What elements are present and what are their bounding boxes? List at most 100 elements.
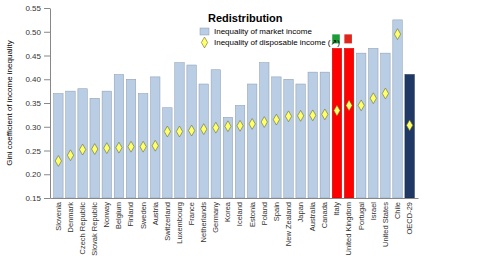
x-tick: Czech Republic	[78, 202, 87, 255]
bar	[66, 91, 75, 198]
bar-series	[54, 20, 415, 198]
y-tick-mark	[44, 151, 50, 152]
x-tick: Finland	[126, 202, 135, 227]
point	[273, 114, 279, 125]
y-tick-label: 0.15	[25, 194, 41, 203]
x-tick-label: Italy	[332, 202, 341, 216]
x-tick-label: Canada	[320, 201, 329, 228]
x-tick-label: Austria	[151, 201, 160, 225]
y-tick: 0.30	[25, 123, 50, 132]
y-axis-line	[50, 9, 51, 199]
y-axis-title: Gini coefficient of income inequality	[5, 40, 14, 165]
x-tick: United States	[381, 202, 390, 247]
bar	[381, 53, 390, 198]
point	[67, 150, 73, 161]
x-tick: OECD-29	[405, 202, 414, 235]
x-tick-label: Czech Republic	[78, 202, 87, 255]
y-tick-mark	[44, 127, 50, 128]
x-tick: Spain	[272, 202, 281, 221]
y-tick: 0.45	[25, 52, 50, 61]
point	[334, 105, 340, 116]
bar	[199, 84, 208, 198]
bar	[332, 48, 341, 198]
x-tick-label: Slovak Republic	[90, 202, 99, 256]
y-tick-label: 0.55	[25, 4, 41, 13]
y-tick-label: 0.40	[25, 75, 41, 84]
point	[92, 144, 98, 155]
x-tick-label: OECD-29	[405, 202, 414, 235]
chart-svg: 0.15 0.20 0.25 0.30 0.35 0.40 0.45 0.50 0.55 Slov…	[0, 0, 480, 270]
x-tick: Norway	[102, 202, 111, 228]
y-tick-label: 0.35	[25, 99, 41, 108]
x-tick-label: Luxembourg	[175, 202, 184, 244]
x-tick-label: Israel	[369, 202, 378, 221]
x-tick-label: Switzerland	[163, 202, 172, 241]
plot: 0.15 0.20 0.25 0.30 0.35 0.40 0.45 0.50 0.55 Slov…	[25, 4, 418, 256]
legend-item: Inequality of disposable income (↗)	[201, 37, 340, 48]
x-tick: Canada	[320, 201, 329, 228]
point	[201, 124, 207, 135]
point	[237, 120, 243, 131]
point	[394, 29, 400, 40]
x-tick: Poland	[260, 202, 269, 225]
point	[104, 143, 110, 154]
point	[116, 142, 122, 153]
y-tick-label: 0.25	[25, 147, 41, 156]
y-tick-mark	[44, 32, 50, 33]
y-tick: 0.40	[25, 75, 50, 84]
bar	[211, 70, 220, 198]
x-tick-label: Netherlands	[199, 202, 208, 243]
legend-item: Inequality of market income	[200, 27, 312, 36]
bar	[272, 77, 281, 198]
y-tick-mark	[44, 103, 50, 104]
bar	[187, 65, 196, 198]
bar	[223, 117, 232, 198]
x-tick: Slovak Republic	[90, 202, 99, 256]
x-tick: France	[187, 202, 196, 225]
point	[213, 122, 219, 133]
bar	[260, 63, 269, 198]
bar	[235, 105, 244, 198]
x-tick: Luxembourg	[175, 202, 184, 244]
x-tick: Portugal	[357, 202, 366, 230]
point	[79, 144, 85, 155]
bar	[138, 94, 147, 199]
x-tick: Estonia	[248, 201, 257, 227]
x-tick: Slovenia	[54, 201, 63, 231]
y-tick-mark	[44, 56, 50, 57]
x-tick-label: Estonia	[248, 201, 257, 227]
point	[261, 117, 267, 128]
point	[358, 100, 364, 111]
y-tick-mark	[44, 174, 50, 175]
x-tick: New Zealand	[284, 202, 293, 246]
x-tick-label: Australia	[308, 201, 317, 231]
x-axis-line	[51, 198, 419, 199]
y-tick: 0.25	[25, 147, 50, 156]
y-tick-label: 0.20	[25, 170, 41, 179]
x-tick: Denmark	[66, 202, 75, 233]
x-tick: United Kingdom	[344, 202, 353, 255]
x-tick-label: Finland	[126, 202, 135, 227]
x-tick-label: Iceland	[235, 202, 244, 226]
point	[297, 110, 303, 121]
y-tick: 0.35	[25, 99, 50, 108]
y-tick: 0.15	[25, 194, 50, 203]
bar	[308, 72, 317, 198]
bar	[369, 48, 378, 198]
bar	[356, 53, 365, 198]
flag-red	[344, 34, 352, 43]
point	[152, 140, 158, 151]
bar	[344, 48, 353, 198]
point	[140, 141, 146, 152]
y-tick: 0.20	[25, 170, 50, 179]
x-tick: Japan	[296, 202, 305, 222]
bar	[393, 20, 402, 198]
point	[382, 88, 388, 99]
x-tick-label: Japan	[296, 202, 305, 222]
bar	[296, 84, 305, 198]
marks	[54, 20, 415, 198]
y-tick: 0.50	[25, 28, 50, 37]
bar	[78, 89, 87, 198]
x-tick: Israel	[369, 202, 378, 221]
bar	[102, 91, 111, 198]
